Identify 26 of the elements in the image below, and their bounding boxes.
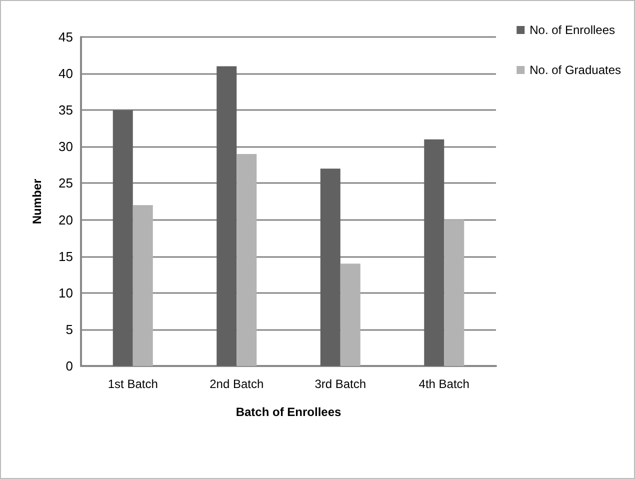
- legend-label: No. of Enrollees: [530, 23, 616, 37]
- y-tick-label: 30: [58, 139, 73, 154]
- x-tick-label: 2nd Batch: [210, 377, 264, 391]
- x-tick-label: 4th Batch: [418, 377, 470, 391]
- bar: [340, 264, 360, 366]
- y-tick-label: 20: [58, 212, 73, 228]
- bar: [236, 154, 257, 366]
- x-tick-label: 1st Batch: [108, 377, 158, 391]
- bar: [320, 168, 340, 366]
- y-tick-label: 25: [58, 176, 73, 191]
- bar: [444, 220, 464, 366]
- y-tick-label: 0: [66, 358, 73, 374]
- bar: [132, 205, 153, 366]
- y-tick-label: 5: [66, 322, 73, 337]
- y-tick-label: 45: [58, 30, 73, 44]
- x-axis-title: Batch of Enrollees: [236, 405, 342, 419]
- y-tick-label: 35: [58, 102, 73, 118]
- bar: [112, 110, 133, 366]
- bar: [424, 139, 444, 366]
- y-tick-label: 10: [58, 285, 73, 300]
- y-tick-label: 40: [58, 66, 73, 82]
- y-axis-title: Number: [30, 178, 44, 224]
- x-tick-label: 3rd Batch: [314, 377, 366, 391]
- legend-label: No. of Graduates: [530, 63, 622, 77]
- bar: [216, 66, 237, 366]
- y-tick-label: 15: [58, 248, 73, 264]
